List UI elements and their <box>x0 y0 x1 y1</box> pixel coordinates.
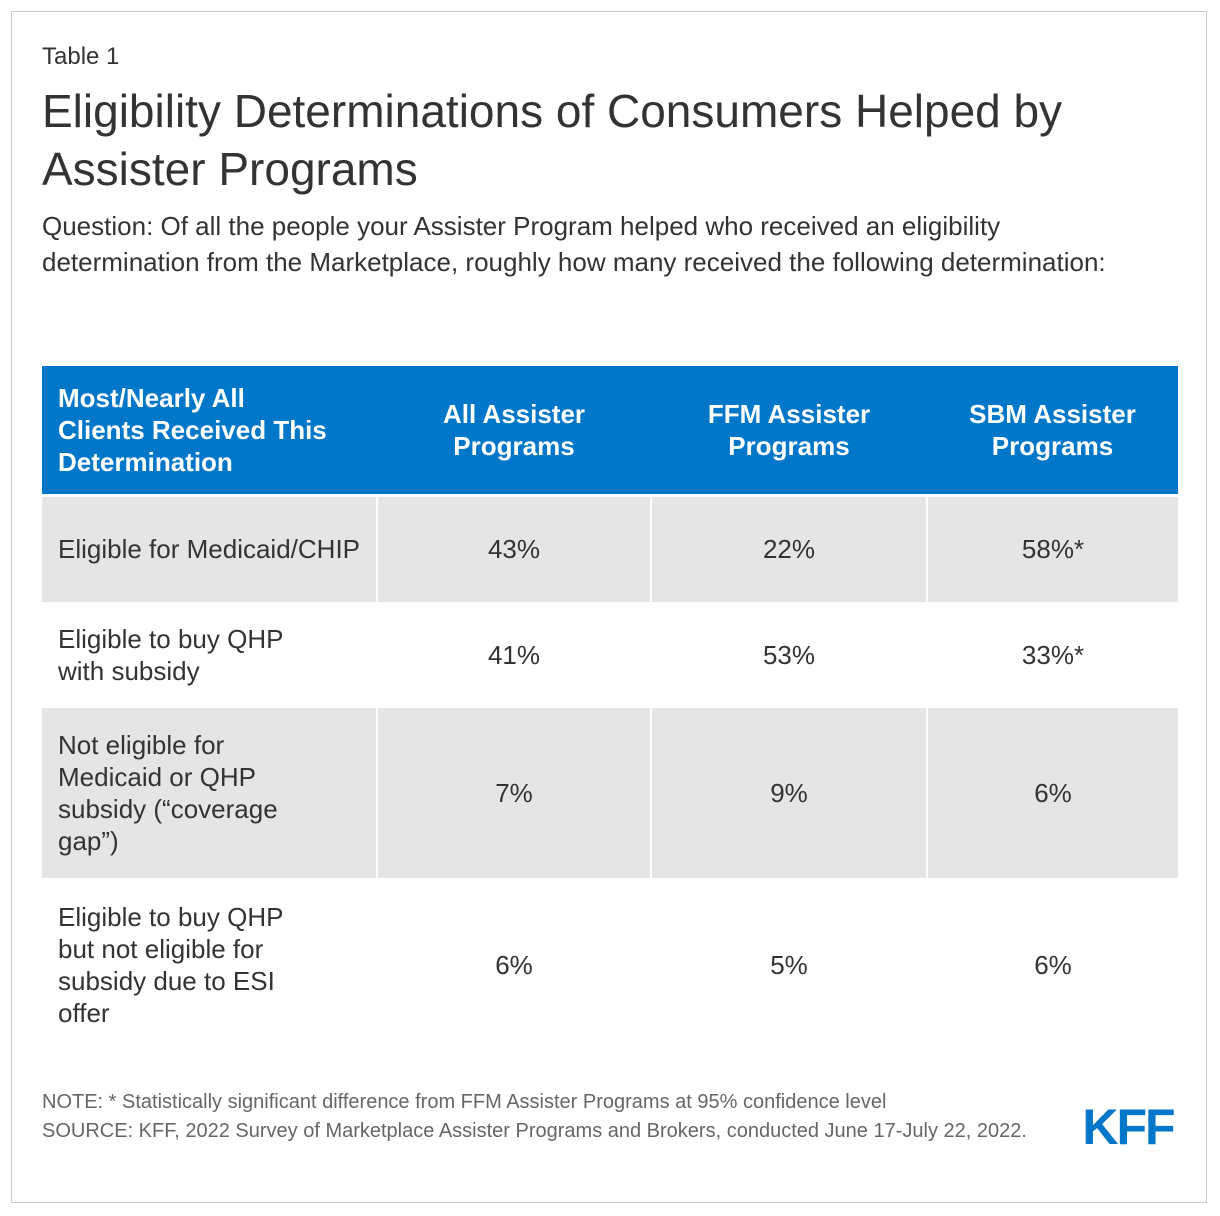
column-header-determination: Most/Nearly All Clients Received This De… <box>42 366 377 496</box>
value-sbm-assister: 6% <box>926 707 1178 878</box>
value-sbm-assister: 58%* <box>926 495 1178 602</box>
row-category: Not eligible for Medicaid or QHP subsidy… <box>42 707 377 878</box>
column-header-all-assister: All Assister Programs <box>377 366 651 496</box>
table-row: Not eligible for Medicaid or QHP subsidy… <box>42 707 1178 878</box>
value-all-assister: 43% <box>376 495 651 602</box>
value-all-assister: 7% <box>376 707 651 878</box>
table-title: Eligibility Determinations of Consumers … <box>42 85 1063 195</box>
survey-question: Question: Of all the people your Assiste… <box>42 211 1106 277</box>
table-row: Eligible for Medicaid/CHIP 43% 22% 58%* <box>42 495 1178 602</box>
row-category: Eligible to buy QHP with subsidy <box>58 623 283 686</box>
value-all-assister: 41% <box>376 601 651 708</box>
source-note: SOURCE: KFF, 2022 Survey of Marketplace … <box>42 1120 1027 1142</box>
kff-logo: KFF <box>1082 1101 1176 1149</box>
table-row: Eligible to buy QHP but not eligible for… <box>42 877 1178 1052</box>
column-header-sbm-assister: SBM Assister Programs <box>927 366 1178 496</box>
value-sbm-assister: 6% <box>926 877 1178 1052</box>
column-header-ffm-assister: FFM Assister Programs <box>651 366 927 496</box>
value-sbm-assister: 33%* <box>926 601 1178 708</box>
value-ffm-assister: 53% <box>650 601 927 708</box>
value-ffm-assister: 9% <box>650 707 927 878</box>
footnote: NOTE: * Statistically significant differ… <box>42 1091 887 1113</box>
value-all-assister: 6% <box>376 877 651 1052</box>
table-card-frame <box>11 11 1207 1203</box>
eligibility-table: Most/Nearly All Clients Received This De… <box>42 366 1178 1052</box>
table-header-row: Most/Nearly All Clients Received This De… <box>42 366 1178 496</box>
table-row: Eligible to buy QHP with subsidy 41% 53%… <box>42 601 1178 708</box>
value-ffm-assister: 5% <box>650 877 927 1052</box>
table-notes: NOTE: * Statistically significant differ… <box>42 1088 1042 1146</box>
kff-logo-text: KFF <box>1082 1101 1174 1149</box>
value-ffm-assister: 22% <box>650 495 927 602</box>
row-category: Eligible for Medicaid/CHIP <box>42 495 377 602</box>
table-label: Table 1 <box>42 43 120 70</box>
row-category: Eligible to buy QHP but not eligible for… <box>58 901 283 1028</box>
